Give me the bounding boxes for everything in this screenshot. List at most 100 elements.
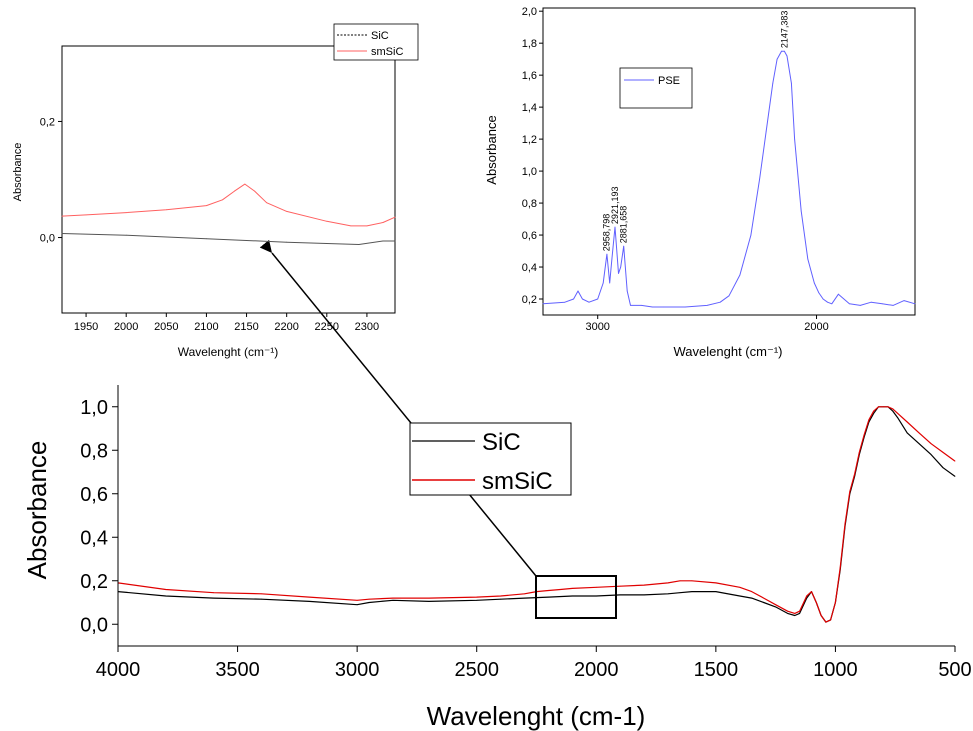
peak-label: 2881,658 [619,206,629,244]
main-smsic-point [942,452,944,453]
inset-left-x-axis-title: Wavelenght (cm⁻¹) [178,345,279,359]
main-sic-point [794,615,796,616]
main-smsic-point [918,432,920,434]
inset-right-pse-point [728,295,730,297]
main-x-axis-title: Wavelenght (cm-1) [427,701,646,731]
inset-left-sic-point [61,233,63,234]
inset-left-x-tick-label: 2100 [194,321,218,333]
main-sic-point [595,595,597,597]
main-legend-smsic-label: smSiC [482,468,553,495]
inset-left-smsic-point [85,214,87,216]
main-sic-point [930,454,932,455]
main-sic-point [679,592,681,594]
main-x-tick-label: 2500 [454,659,499,681]
peak-label: 2147,383 [779,11,789,49]
inset-right-pse-point [663,306,664,308]
main-sic-point [897,417,898,418]
main-sic-point [476,599,478,601]
main-sic-point [715,591,717,592]
main-smsic-point [560,589,561,590]
main-sic-point [356,604,358,606]
main-x-tick-label: 500 [938,659,971,681]
main-smsic-point [715,582,717,584]
main-y-tick-label: 0,6 [80,484,108,506]
inset-right-pse-point [542,303,544,305]
inset-right-pse-point [807,258,809,260]
main-smsic-point [368,598,370,600]
main-smsic-point [811,591,812,592]
main-sic-point [548,596,549,598]
peak-label: 2958,798 [602,214,612,252]
main-sic-point [942,467,944,469]
inset-right-frame [542,7,916,316]
inset-left-sic-point [286,241,288,243]
main-sic-point [619,594,621,596]
inset-left-x-tick-label: 2050 [154,321,178,333]
main-sic-point [799,613,800,614]
main-smsic-point [868,419,870,421]
inset-right-pse-point [794,138,795,140]
main-sic-point [524,597,525,599]
inset-right-ticks: 3000 2000 0,2 0,4 0,6 0,8 1,0 1,2 1,4 1,6 1,8 2,0 [522,6,829,333]
inset-right-pse-point [577,290,579,292]
main-x-tick-label: 1000 [813,659,858,681]
inset-right-y-tick-label: 1,2 [522,134,537,146]
inset-right-y-tick-label: 1,6 [522,70,537,82]
main-smsic-point [213,592,215,594]
inset-left-y-tick-label: 0,0 [40,232,55,244]
inset-right-pse-point [706,305,708,306]
main-smsic-point [815,602,817,603]
main-sic-point [572,595,573,597]
main-smsic-point [954,460,956,462]
main-sic-point [873,412,875,414]
main-sic-point [906,432,908,434]
main-smsic-point [500,595,501,597]
main-smsic-point [524,593,525,595]
inset-right-pse-point [776,58,778,60]
inset-left-smsic-point [326,220,328,222]
main-sic-point [739,595,741,597]
inset-left-smsic-point [222,199,223,201]
inset-right-pse-point [818,292,820,293]
inset-right-x-axis-title: Wavelenght (cm⁻¹) [674,344,783,359]
inset-right-pse-point [831,303,833,305]
inset-left-ticks: 1950 2000 2050 2100 2150 2200 2250 2300 0,0 0,2 [40,116,379,333]
inset-right-pse-point [784,50,785,52]
inset-right-pse-point [564,301,566,303]
main-smsic-point [930,443,932,445]
main-smsic-point [878,406,879,408]
main-smsic-point [794,613,796,614]
inset-left-x-tick-label: 2150 [234,321,258,333]
main-y-tick-label: 0,8 [80,440,108,462]
inset-right-pse-point [827,301,828,303]
inset-left-smsic-point [125,212,127,214]
inset-right-pse-point [813,282,815,284]
main-smsic-point [820,615,822,616]
inset-left-smsic-point [234,190,235,192]
inset-right-y-tick-label: 1,0 [522,166,537,178]
main-sic-point [691,591,693,592]
peak-label: 2921,193 [610,187,620,225]
inset-left-smsic-point [254,190,256,192]
inset-right-pse-point [597,298,599,300]
main-smsic-point [882,406,884,408]
main-sic-point [500,598,501,600]
inset-right-pse-point [822,298,824,300]
main-smsic-point [679,580,681,582]
main-smsic-point [356,599,358,601]
inset-right-pse-point [630,305,631,306]
main-x-tick-label: 2000 [574,659,619,681]
inset-right-x-tick-label: 3000 [585,321,609,333]
inset-left-x-tick-label: 2300 [355,321,379,333]
main-sic-point [775,606,776,608]
inset-right-pse-point [849,303,850,305]
inset-right-pse-point [914,303,916,305]
inset-right-pse-point [652,306,653,308]
inset-right-chart: 3000 2000 0,2 0,4 0,6 0,8 1,0 1,2 1,4 1,6 1,8 2,0 W… [484,6,916,359]
main-smsic-point [806,595,808,597]
main-sic-point [392,599,394,601]
main-y-tick-label: 1,0 [80,397,108,419]
main-smsic-point [691,580,693,582]
inset-right-pse-point [892,305,894,306]
